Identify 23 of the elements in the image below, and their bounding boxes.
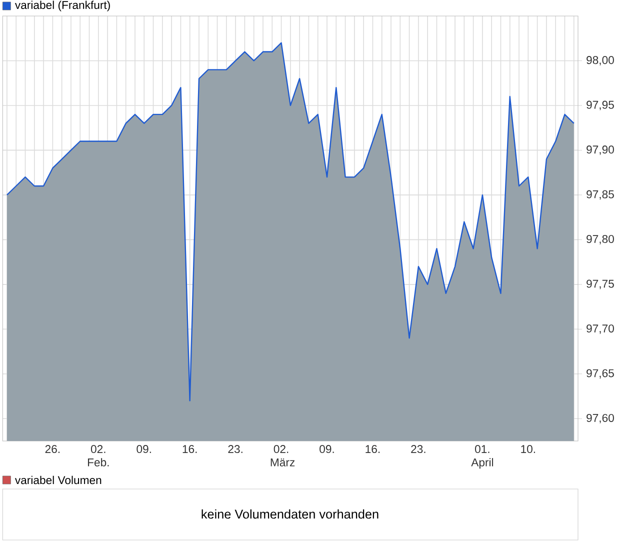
x-tick-label: 26. [45, 445, 60, 454]
x-tick-label: 16. [182, 445, 197, 454]
text: variabel Volumen [14, 476, 102, 484]
x-tick-label: 02. März [270, 445, 295, 466]
y-tick-label: 98,00 [586, 56, 614, 66]
x-tick-label: 23. [228, 445, 242, 454]
x-tick-label: 10. [521, 445, 536, 454]
x-tick-label: 16. [366, 445, 380, 454]
y-tick-label: 97,95 [586, 100, 614, 110]
y-tick-label: 97,60 [586, 414, 614, 424]
x-tick-label: 09. [136, 445, 151, 454]
legend-label: variabel (Frankfurt) [14, 0, 110, 12]
x-tick-label: 01. April [471, 445, 494, 469]
y-tick-label: 97,75 [586, 280, 614, 290]
text: keine Volumendaten vorhanden [202, 509, 378, 519]
y-tick-label: 97,70 [586, 324, 614, 334]
y-tick-label: 97,80 [586, 235, 614, 244]
y-tick-label: 97,65 [586, 369, 614, 379]
y-tick-label: 97,85 [586, 190, 614, 200]
x-tick-label: 23. [411, 445, 426, 454]
x-tick-label: 02. Feb. [88, 445, 109, 466]
y-tick-label: 97,90 [586, 146, 614, 155]
x-tick-label: 09. [320, 445, 334, 454]
